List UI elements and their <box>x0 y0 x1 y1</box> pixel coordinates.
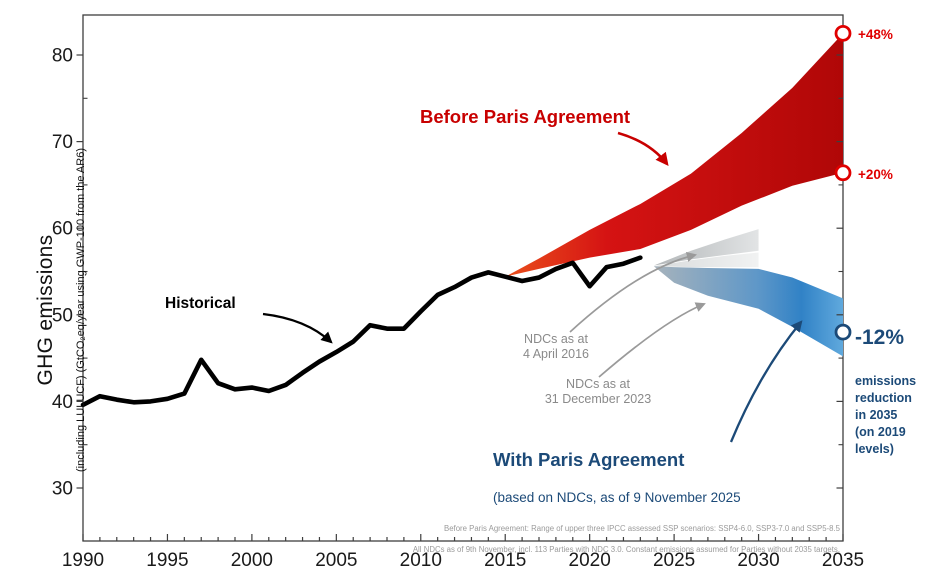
plot-border <box>82 14 844 542</box>
x-tick-label: 2010 <box>400 550 442 571</box>
with-paris-arrow <box>729 320 803 443</box>
y-tick-label: 30 <box>52 479 73 500</box>
historical-line <box>80 255 643 408</box>
before-paris-arrow <box>617 131 669 167</box>
y-tick-label: 40 <box>52 392 73 413</box>
x-tick-label: 2020 <box>569 550 611 571</box>
plus-48-percent-label: +48% <box>858 27 893 42</box>
endpoint-marker-+48% <box>834 24 852 42</box>
endpoint-marker--12% <box>834 323 852 341</box>
x-tick-label: 1990 <box>62 550 104 571</box>
y-axis-title: GHG emissions (including LULUCF) (GtCO₂e… <box>16 90 87 530</box>
band-with_paris_range <box>653 266 843 357</box>
y-axis-title-sub: (including LULUCF) (GtCO₂eq/year using G… <box>75 148 87 472</box>
plus-20-percent-label: +20% <box>858 167 893 182</box>
ndc-2016-label: NDCs as at 4 April 2016 <box>522 332 590 361</box>
x-tick-label: 2035 <box>822 550 864 571</box>
historical-arrow <box>262 312 333 344</box>
with-paris-label: With Paris Agreement (based on NDCs, as … <box>493 431 741 524</box>
y-tick-label: 70 <box>52 132 73 153</box>
ndc-2023-arrow <box>598 302 706 378</box>
y-tick-label: 80 <box>52 46 73 67</box>
x-tick-label: 2005 <box>315 550 357 571</box>
y-tick-label: 60 <box>52 219 73 240</box>
band-ndc_2016_range <box>653 229 759 266</box>
x-tick-label: 2015 <box>484 550 526 571</box>
footnote: Before Paris Agreement: Range of upper t… <box>413 513 840 566</box>
minus-12-percent-description: emissions reduction in 2035 (on 2019 lev… <box>855 374 917 456</box>
minus-12-percent-block: -12% emissions reduction in 2035 (on 201… <box>855 308 916 476</box>
x-tick-label: 2000 <box>231 550 273 571</box>
ndc-2016-arrow <box>569 251 697 333</box>
endpoint-marker-+20% <box>834 164 852 182</box>
footnote-line-1: Before Paris Agreement: Range of upper t… <box>444 523 840 533</box>
historical-label: Historical <box>165 295 236 312</box>
minus-12-percent-label: -12% <box>855 326 905 349</box>
before-paris-label: Before Paris Agreement <box>420 106 631 127</box>
ndc-2023-label: NDCs as at 31 December 2023 <box>544 377 652 406</box>
annotation-arrows <box>262 131 803 443</box>
band-before_paris_range <box>505 33 843 277</box>
x-tick-label: 1995 <box>146 550 188 571</box>
x-tick-label: 2025 <box>653 550 695 571</box>
y-tick-label: 50 <box>52 305 73 326</box>
band-ndc_2023_range <box>653 252 759 268</box>
with-paris-subtitle: (based on NDCs, as of 9 November 2025 <box>493 490 741 505</box>
footnote-line-2: All NDCs as of 9th November, incl. 113 P… <box>412 544 840 554</box>
y-axis-title-main: GHG emissions <box>34 234 57 386</box>
with-paris-title: With Paris Agreement <box>493 449 685 470</box>
x-tick-label: 2030 <box>737 550 779 571</box>
